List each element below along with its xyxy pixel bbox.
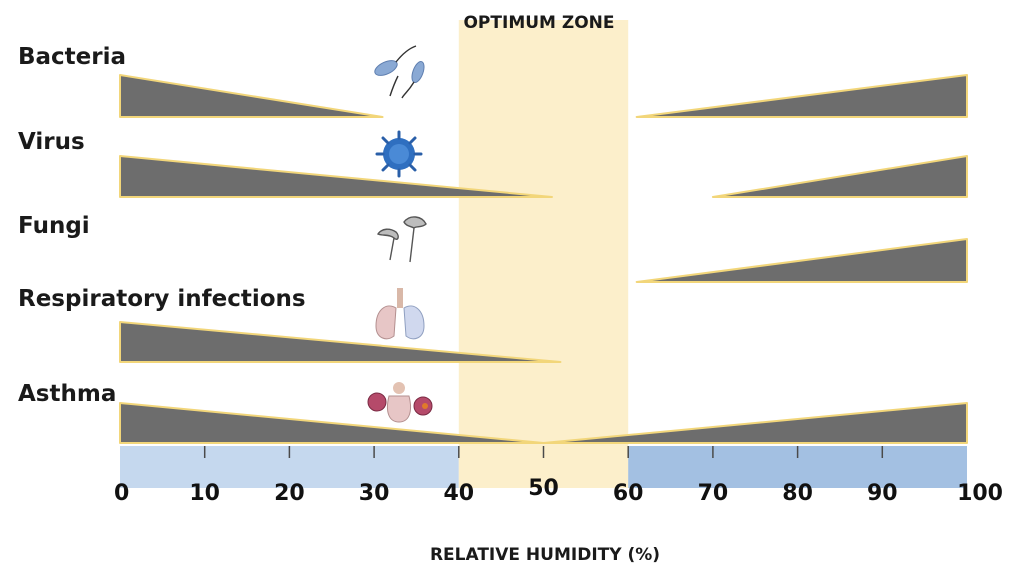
row-label-bacteria: Bacteria — [18, 44, 126, 70]
virus-icon — [375, 130, 423, 178]
wedge-fungi-high — [635, 238, 968, 283]
optimum-zone-label: OPTIMUM ZONE — [463, 13, 614, 33]
wedge-asthma-high — [542, 402, 968, 444]
fungi-icon — [376, 216, 427, 263]
tick-label-50: 50 — [528, 476, 559, 501]
wedge-asthma-low — [119, 402, 545, 444]
wedge-bacteria-low — [119, 74, 384, 118]
optimum-zone-band — [458, 20, 629, 488]
wedge-virus-high — [711, 155, 968, 198]
bacteria-icon — [374, 45, 425, 99]
tick-label-90: 90 — [867, 481, 898, 506]
tick-label-70: 70 — [698, 481, 729, 506]
asthma-icon — [367, 382, 433, 423]
tick-label-100: 100 — [957, 481, 1003, 506]
row-label-fungi: Fungi — [18, 213, 90, 239]
axis-title: RELATIVE HUMIDITY (%) — [430, 545, 660, 565]
wedge-virus-low — [119, 155, 553, 198]
tick-label-20: 20 — [274, 481, 305, 506]
lungs-icon — [375, 288, 425, 340]
tick-label-0: 0 — [114, 481, 129, 506]
wedge-respiratory-infections-low — [119, 321, 562, 363]
row-label-respiratory-infections: Respiratory infections — [18, 286, 306, 312]
row-label-virus: Virus — [18, 129, 85, 155]
wedge-bacteria-high — [635, 74, 968, 118]
tick-label-40: 40 — [443, 481, 474, 506]
tick-label-80: 80 — [782, 481, 813, 506]
tick-label-60: 60 — [613, 481, 644, 506]
tick-label-30: 30 — [359, 481, 390, 506]
row-label-asthma: Asthma — [18, 381, 116, 407]
tick-label-10: 10 — [189, 481, 220, 506]
